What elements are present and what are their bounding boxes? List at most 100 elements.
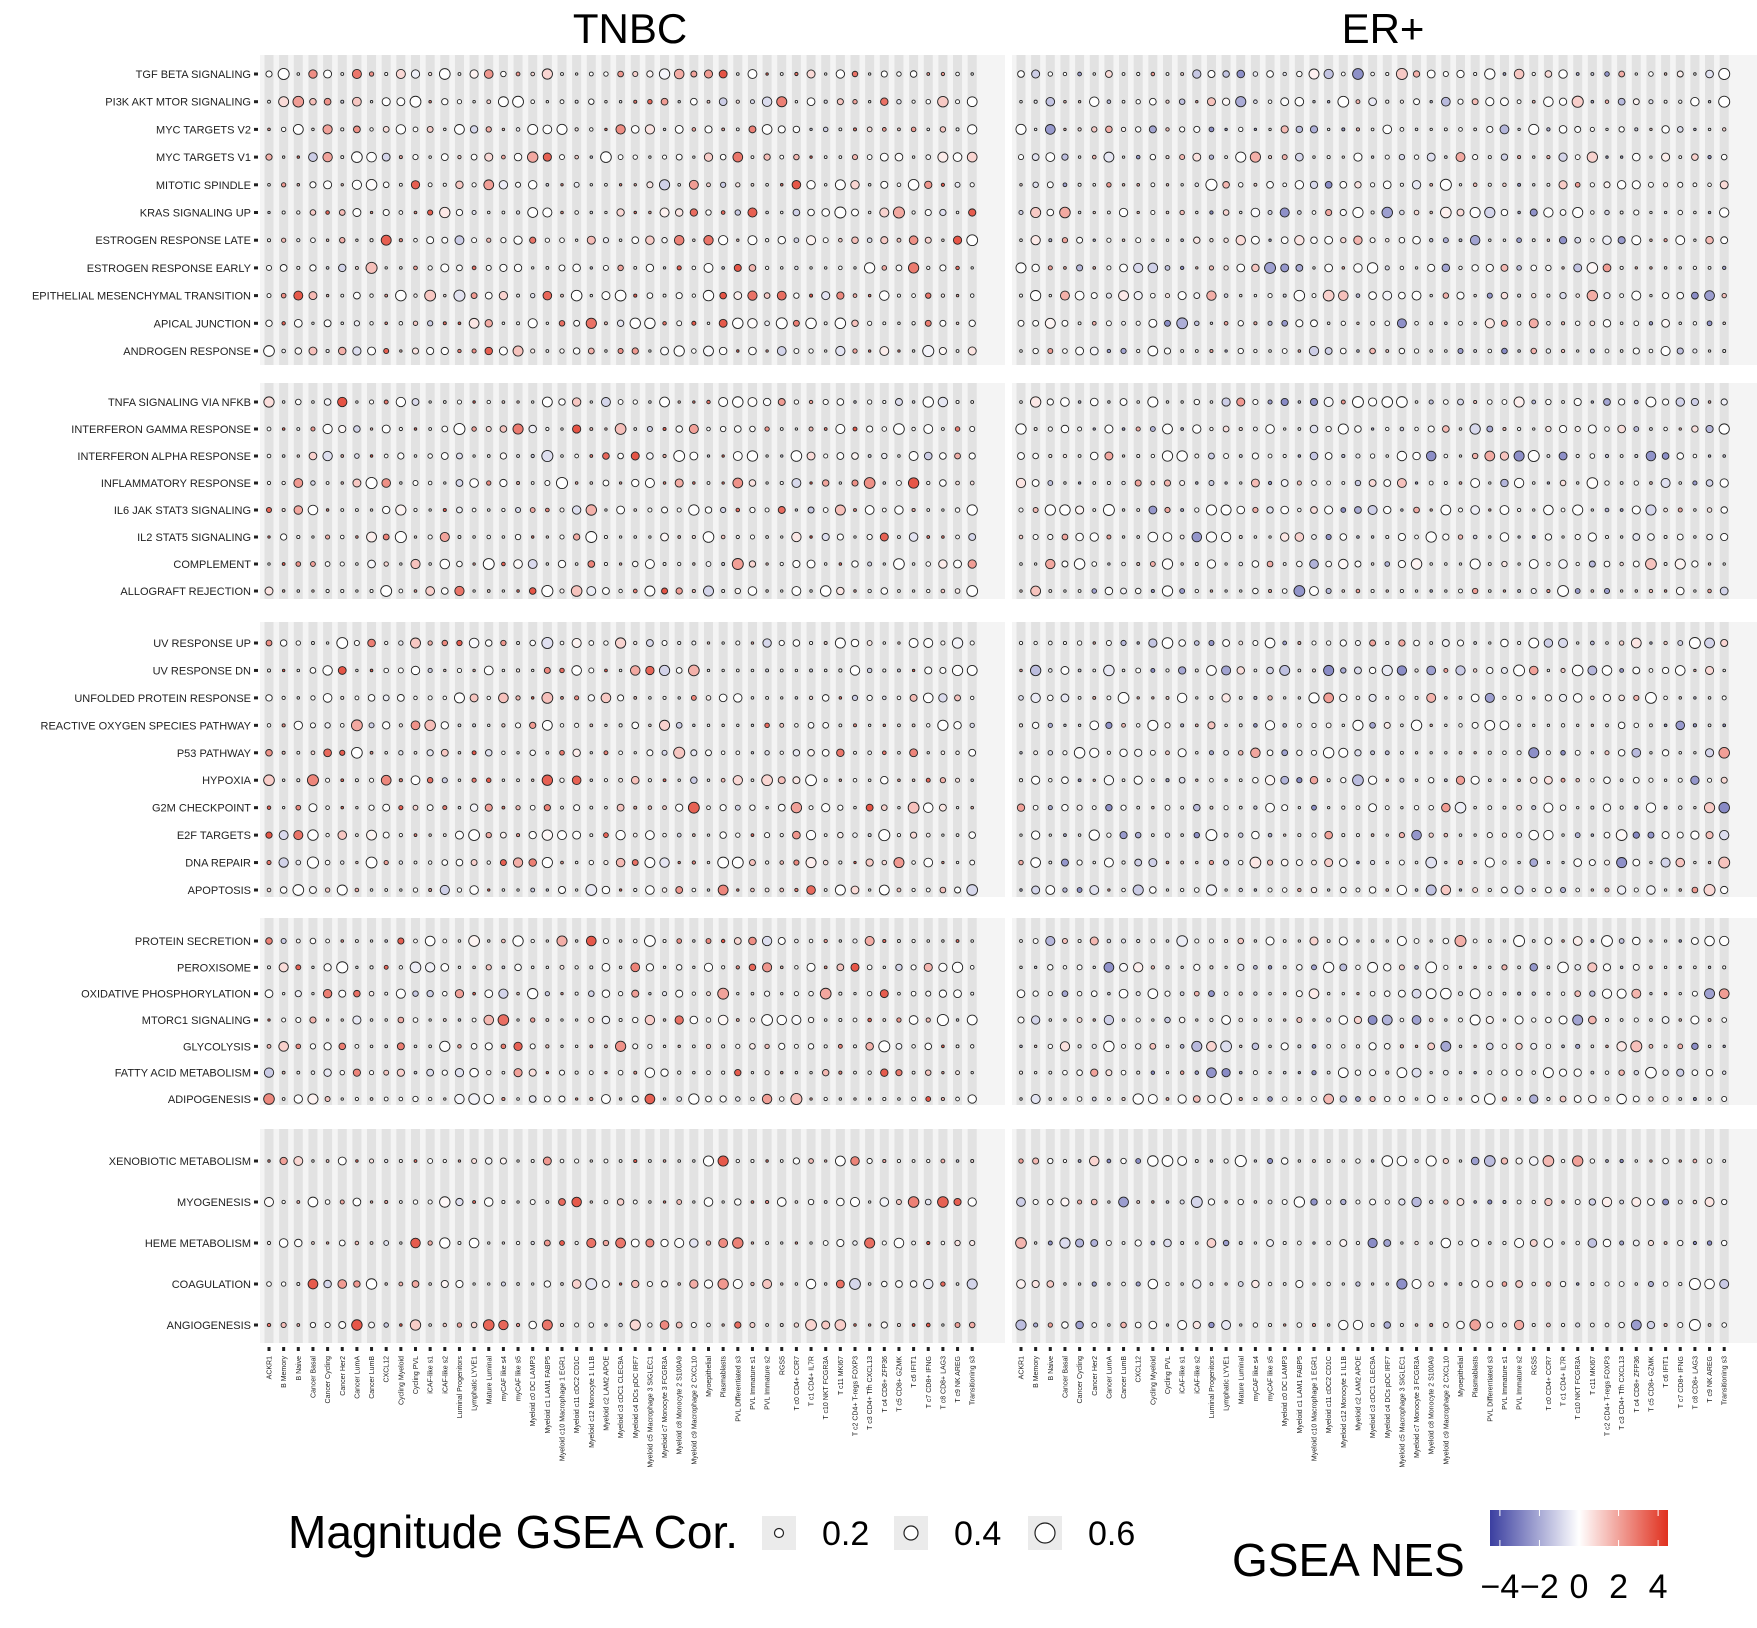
dot bbox=[339, 534, 345, 540]
dot bbox=[293, 478, 304, 488]
dot bbox=[1399, 209, 1405, 216]
dot bbox=[780, 696, 784, 700]
dot bbox=[440, 748, 449, 757]
dot bbox=[367, 559, 376, 569]
dot bbox=[311, 1159, 315, 1163]
dot bbox=[970, 778, 974, 782]
dot bbox=[278, 96, 290, 108]
dot bbox=[1455, 775, 1466, 785]
dot bbox=[938, 989, 948, 998]
dot bbox=[1107, 400, 1111, 404]
dot bbox=[940, 640, 946, 646]
dot bbox=[808, 426, 814, 432]
column-band bbox=[1236, 55, 1246, 365]
dot bbox=[1602, 263, 1612, 273]
column-band bbox=[367, 918, 377, 1105]
dot bbox=[428, 427, 432, 431]
dot bbox=[295, 804, 302, 811]
dot bbox=[1312, 1323, 1316, 1327]
dot bbox=[1060, 397, 1070, 407]
dot bbox=[1179, 534, 1185, 540]
col-tick bbox=[399, 1347, 403, 1351]
dot bbox=[966, 234, 979, 247]
dot bbox=[528, 1320, 537, 1330]
dot bbox=[750, 991, 755, 996]
dot bbox=[747, 235, 758, 246]
dot bbox=[765, 805, 769, 810]
dot bbox=[1312, 1282, 1316, 1286]
dot bbox=[1400, 805, 1404, 810]
col-tick bbox=[619, 1347, 623, 1351]
dot bbox=[1630, 1319, 1642, 1331]
dot bbox=[835, 424, 846, 434]
dot bbox=[1484, 1093, 1496, 1105]
col-tick bbox=[926, 1347, 930, 1351]
dot bbox=[266, 507, 272, 513]
dot bbox=[1326, 778, 1331, 783]
dot bbox=[866, 964, 873, 971]
dot bbox=[1209, 400, 1214, 404]
dot bbox=[1030, 1093, 1041, 1104]
dot bbox=[1091, 154, 1097, 160]
dot bbox=[603, 859, 609, 866]
dot bbox=[780, 1282, 784, 1286]
col-label-t-c2-cd4-t-regs-foxp3: T c2 CD4+ T-regs FOXP3 bbox=[853, 1356, 860, 1436]
dot bbox=[381, 478, 391, 488]
dot bbox=[1151, 805, 1155, 810]
dot bbox=[1470, 478, 1481, 488]
dot bbox=[794, 696, 799, 700]
dot bbox=[1340, 667, 1347, 674]
dot bbox=[426, 777, 434, 784]
dot bbox=[267, 99, 271, 104]
dot bbox=[516, 888, 520, 892]
dot bbox=[633, 887, 638, 893]
dot bbox=[1560, 1158, 1566, 1164]
dot bbox=[1103, 962, 1115, 973]
dot bbox=[1442, 425, 1450, 433]
dot bbox=[589, 723, 594, 728]
dot bbox=[516, 668, 521, 673]
dot bbox=[733, 693, 743, 703]
dot bbox=[1369, 1095, 1376, 1103]
dot bbox=[1369, 1198, 1377, 1206]
dot bbox=[779, 1159, 784, 1163]
dot bbox=[1238, 426, 1243, 432]
dot bbox=[1618, 1321, 1625, 1329]
dot bbox=[1077, 589, 1082, 593]
dot bbox=[1515, 1069, 1523, 1077]
col-tick bbox=[692, 1347, 696, 1351]
dot bbox=[1396, 884, 1407, 896]
dot bbox=[1513, 664, 1526, 677]
dot bbox=[1032, 347, 1039, 355]
dot bbox=[1502, 1200, 1507, 1204]
dot bbox=[512, 345, 524, 357]
row-tick bbox=[254, 723, 258, 727]
dot bbox=[1323, 961, 1335, 973]
dot bbox=[1281, 154, 1288, 161]
dot bbox=[1266, 749, 1274, 757]
dot bbox=[648, 349, 652, 353]
dot bbox=[324, 561, 331, 567]
dot bbox=[703, 235, 714, 246]
dot bbox=[296, 1200, 301, 1204]
dot bbox=[940, 182, 945, 187]
dot bbox=[926, 751, 930, 755]
dot bbox=[838, 939, 843, 943]
dot bbox=[1147, 262, 1159, 274]
dot bbox=[1177, 291, 1187, 301]
dot bbox=[1309, 559, 1319, 569]
dot bbox=[692, 939, 696, 943]
dot bbox=[1281, 588, 1288, 594]
dot bbox=[1059, 206, 1071, 219]
dot bbox=[1634, 1159, 1639, 1163]
dot bbox=[1326, 1323, 1331, 1327]
dot bbox=[264, 989, 274, 999]
dot bbox=[617, 347, 624, 355]
dot bbox=[1150, 209, 1156, 216]
dot bbox=[484, 989, 494, 999]
dot bbox=[296, 265, 301, 270]
dot bbox=[850, 1156, 860, 1166]
dot bbox=[1121, 320, 1126, 326]
dot bbox=[383, 1322, 389, 1328]
dot bbox=[1046, 398, 1054, 406]
